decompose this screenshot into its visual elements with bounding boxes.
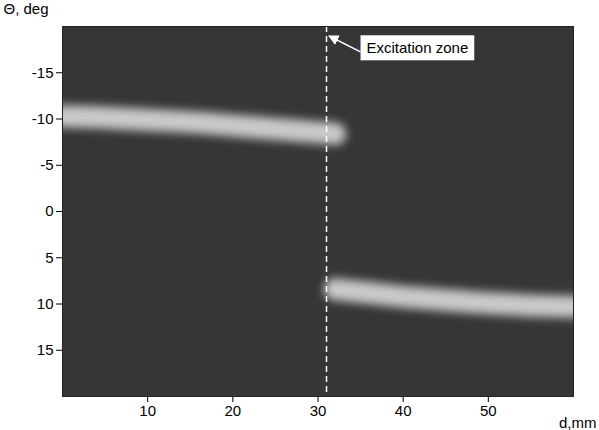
svg-text:-15: -15 [32,64,54,81]
svg-text:-5: -5 [40,156,53,173]
svg-text:Θ, deg: Θ, deg [4,0,49,17]
svg-text:5: 5 [45,249,53,266]
svg-text:30: 30 [310,402,327,419]
svg-text:0: 0 [45,202,53,219]
svg-text:50: 50 [480,402,497,419]
svg-text:-10: -10 [32,110,54,127]
svg-text:40: 40 [395,402,412,419]
svg-text:10: 10 [37,295,54,312]
svg-text:Excitation zone: Excitation zone [367,39,469,56]
svg-text:20: 20 [224,402,241,419]
svg-text:15: 15 [37,341,54,358]
svg-text:d,mm: d,mm [559,414,597,430]
svg-text:10: 10 [139,402,156,419]
